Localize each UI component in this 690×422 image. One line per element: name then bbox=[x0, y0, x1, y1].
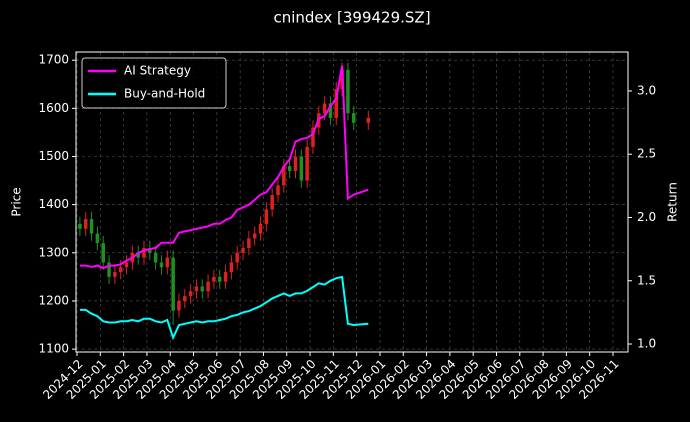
legend-label: Buy-and-Hold bbox=[124, 87, 205, 101]
candle-body bbox=[95, 233, 100, 244]
candle-body bbox=[78, 223, 82, 229]
candle-body bbox=[113, 272, 117, 277]
candle-body bbox=[229, 262, 234, 273]
candle-body bbox=[83, 219, 88, 229]
candle-body bbox=[194, 286, 199, 292]
candle-body bbox=[305, 146, 309, 181]
y2-tick-label: 1.0 bbox=[637, 337, 656, 351]
y-tick-label: 1100 bbox=[38, 342, 69, 356]
candle-body bbox=[165, 257, 170, 268]
candle-body bbox=[264, 209, 269, 224]
candle-body bbox=[258, 223, 263, 234]
candle-body bbox=[299, 156, 304, 181]
candle-body bbox=[287, 166, 292, 171]
candle-body bbox=[159, 262, 164, 268]
candle-body bbox=[270, 195, 274, 210]
candle-body bbox=[136, 252, 140, 258]
legend-label: AI Strategy bbox=[124, 64, 191, 78]
candle-body bbox=[293, 156, 298, 171]
y-tick-label: 1300 bbox=[38, 245, 69, 259]
y2-tick-label: 2.0 bbox=[637, 210, 656, 224]
y-axis-label: Price bbox=[10, 187, 24, 216]
chart-title: cnindex [399429.SZ] bbox=[273, 9, 430, 27]
candle-body bbox=[366, 117, 371, 123]
candle-body bbox=[153, 252, 158, 263]
y-tick-label: 1500 bbox=[38, 149, 69, 163]
candle-body bbox=[235, 252, 239, 263]
candle-body bbox=[223, 272, 228, 282]
candle-body bbox=[217, 276, 222, 282]
candle-body bbox=[101, 243, 105, 263]
candle-body bbox=[241, 247, 245, 253]
candle-body bbox=[346, 69, 350, 114]
return-line bbox=[79, 65, 369, 270]
candle-body bbox=[118, 267, 123, 273]
y-tick-label: 1700 bbox=[38, 53, 69, 67]
candle-body bbox=[188, 291, 193, 297]
candle-body bbox=[177, 300, 181, 311]
y2-tick-label: 3.0 bbox=[637, 83, 656, 97]
y-tick-label: 1200 bbox=[38, 293, 69, 307]
y2-tick-label: 1.5 bbox=[637, 273, 656, 287]
candle-body bbox=[183, 296, 187, 301]
y-tick-label: 1600 bbox=[38, 101, 69, 115]
candle-body bbox=[334, 89, 339, 118]
candle-body bbox=[148, 247, 152, 253]
candle-body bbox=[107, 262, 111, 277]
y2-tick-label: 2.5 bbox=[637, 147, 656, 161]
candle-body bbox=[200, 286, 205, 292]
candle-body bbox=[276, 185, 280, 196]
candle-body bbox=[89, 219, 94, 234]
candle-body bbox=[142, 247, 146, 258]
candle-body bbox=[247, 238, 251, 248]
candle-body bbox=[311, 127, 315, 147]
candle-body bbox=[282, 166, 286, 186]
candle-body bbox=[252, 233, 257, 239]
y-tick-label: 1400 bbox=[38, 197, 69, 211]
candle-body bbox=[351, 113, 356, 123]
candle-body bbox=[171, 257, 175, 311]
legend-box bbox=[81, 57, 227, 109]
candle-body bbox=[322, 103, 327, 114]
plot-frame bbox=[75, 51, 629, 353]
y2-axis-label: Return bbox=[666, 182, 680, 222]
candle-body bbox=[206, 281, 210, 292]
candle-body bbox=[124, 262, 129, 268]
candle-body bbox=[212, 276, 216, 282]
return-line bbox=[79, 275, 369, 341]
candle-body bbox=[328, 103, 333, 118]
